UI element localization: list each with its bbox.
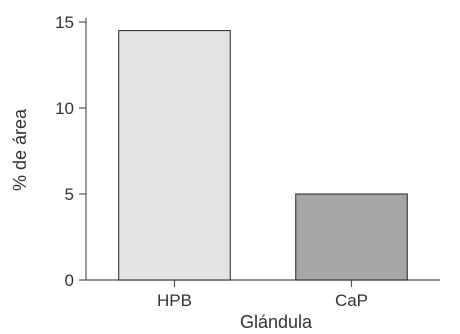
y-axis-label: % de área	[10, 108, 30, 191]
y-tick-label: 15	[55, 13, 74, 32]
y-tick-label: 5	[65, 185, 74, 204]
y-tick-label: 10	[55, 99, 74, 118]
x-axis: HPB CaP	[86, 279, 440, 310]
y-axis: 0 5 10 15	[55, 13, 87, 290]
bar-cap	[295, 193, 408, 281]
x-tick-label: CaP	[335, 291, 368, 310]
bars	[118, 30, 408, 281]
x-tick-label: HPB	[157, 291, 192, 310]
x-axis-label: Glándula	[240, 312, 313, 332]
y-tick-label: 0	[65, 271, 74, 290]
bar-hpb	[118, 30, 231, 281]
